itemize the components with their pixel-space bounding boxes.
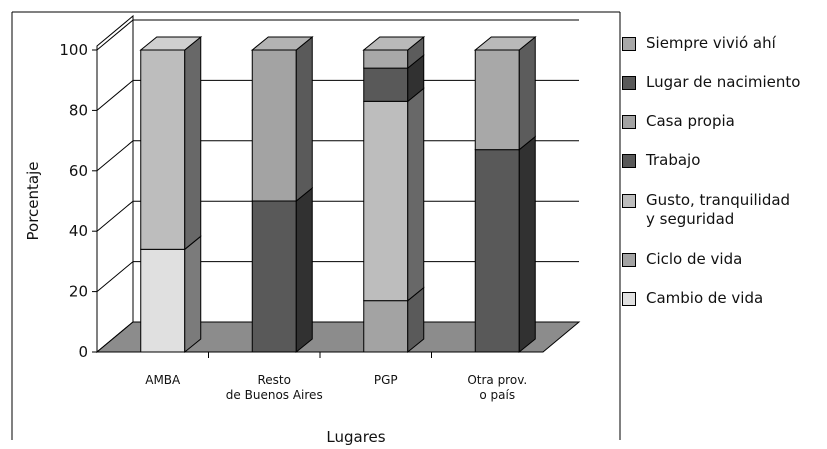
gridline-side: [96, 261, 134, 292]
legend-label: Lugar de nacimiento: [646, 73, 801, 91]
legend-swatch: [622, 37, 636, 51]
bar-segment: [363, 67, 409, 102]
bar-segment: [251, 200, 297, 353]
bar-segment-side: [184, 35, 202, 251]
gridline-side: [96, 80, 134, 111]
legend-item: Siempre vivió ahí: [622, 34, 776, 53]
legend-item: Casa propia: [622, 112, 735, 131]
legend-label: Gusto, tranquilidad y seguridad: [646, 191, 791, 228]
bar-segment: [251, 49, 297, 202]
side-wall: [96, 14, 134, 354]
legend-item: Ciclo de vida: [622, 250, 742, 269]
gridline-side: [96, 140, 134, 172]
y-axis-title: Porcentaje: [24, 162, 42, 241]
bar-segment-top: [250, 36, 314, 51]
x-axis-title: Lugares: [326, 428, 385, 446]
x-tick-label: AMBA: [145, 373, 181, 387]
legend-item: Trabajo: [622, 151, 700, 170]
x-tick-label: o país: [479, 388, 515, 402]
legend-swatch: [622, 76, 636, 90]
bar-segment: [474, 149, 520, 353]
bar-segment-top: [139, 36, 203, 51]
x-tick-label: Resto: [258, 373, 291, 387]
bar-segment-side: [184, 235, 202, 354]
legend-label: Casa propia: [646, 112, 735, 130]
legend-label: Cambio de vida: [646, 289, 764, 307]
bar-segment: [363, 100, 409, 302]
legend-swatch: [622, 253, 636, 267]
bar-segment-side: [407, 87, 425, 302]
legend-label: Ciclo de vida: [646, 250, 743, 268]
legend-swatch: [622, 194, 636, 208]
x-tick-label: de Buenos Aires: [226, 388, 323, 402]
legend-swatch: [622, 292, 636, 306]
x-tick-label: Otra prov.: [467, 373, 527, 387]
gridline-side: [96, 19, 134, 51]
bar-segment: [140, 49, 186, 250]
legend-label: Siempre vivió ahí: [646, 34, 776, 52]
bar-segment-top: [473, 36, 537, 51]
legend-item: Lugar de nacimiento: [622, 73, 800, 92]
bar-segment-side: [518, 35, 536, 151]
bar-segment-top: [362, 36, 426, 51]
legend-swatch: [622, 115, 636, 129]
gridline-side: [96, 200, 134, 232]
x-tick-label: PGP: [374, 373, 398, 387]
y-tick-label: 60: [69, 162, 88, 180]
bar-segment: [140, 248, 186, 353]
bar-segment: [363, 300, 409, 353]
legend-item: Gusto, tranquilidad y seguridad: [622, 191, 790, 229]
y-tick-label: 100: [59, 41, 88, 59]
bar-segment-side: [295, 186, 313, 354]
y-tick-label: 80: [69, 101, 88, 119]
y-tick-label: 40: [69, 222, 88, 240]
legend-swatch: [622, 154, 636, 168]
legend-item: Cambio de vida: [622, 289, 763, 308]
bar-segment-side: [518, 135, 536, 354]
bar-segment: [363, 49, 409, 69]
y-tick-label: 0: [78, 343, 88, 361]
bar-segment: [474, 49, 520, 151]
bar-segment-side: [295, 35, 313, 203]
y-tick-label: 20: [69, 283, 88, 301]
legend-label: Trabajo: [646, 151, 701, 169]
